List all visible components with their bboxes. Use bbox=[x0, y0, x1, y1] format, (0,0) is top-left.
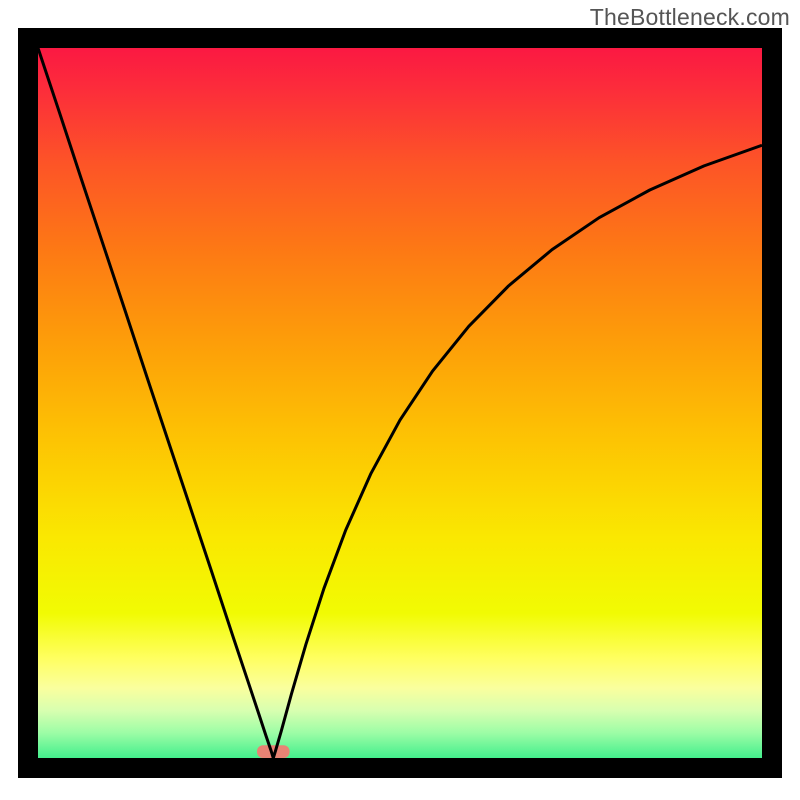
watermark-text: TheBottleneck.com bbox=[590, 4, 790, 31]
bottleneck-chart bbox=[0, 0, 800, 800]
plot-background bbox=[18, 28, 782, 778]
chart-container: TheBottleneck.com bbox=[0, 0, 800, 800]
